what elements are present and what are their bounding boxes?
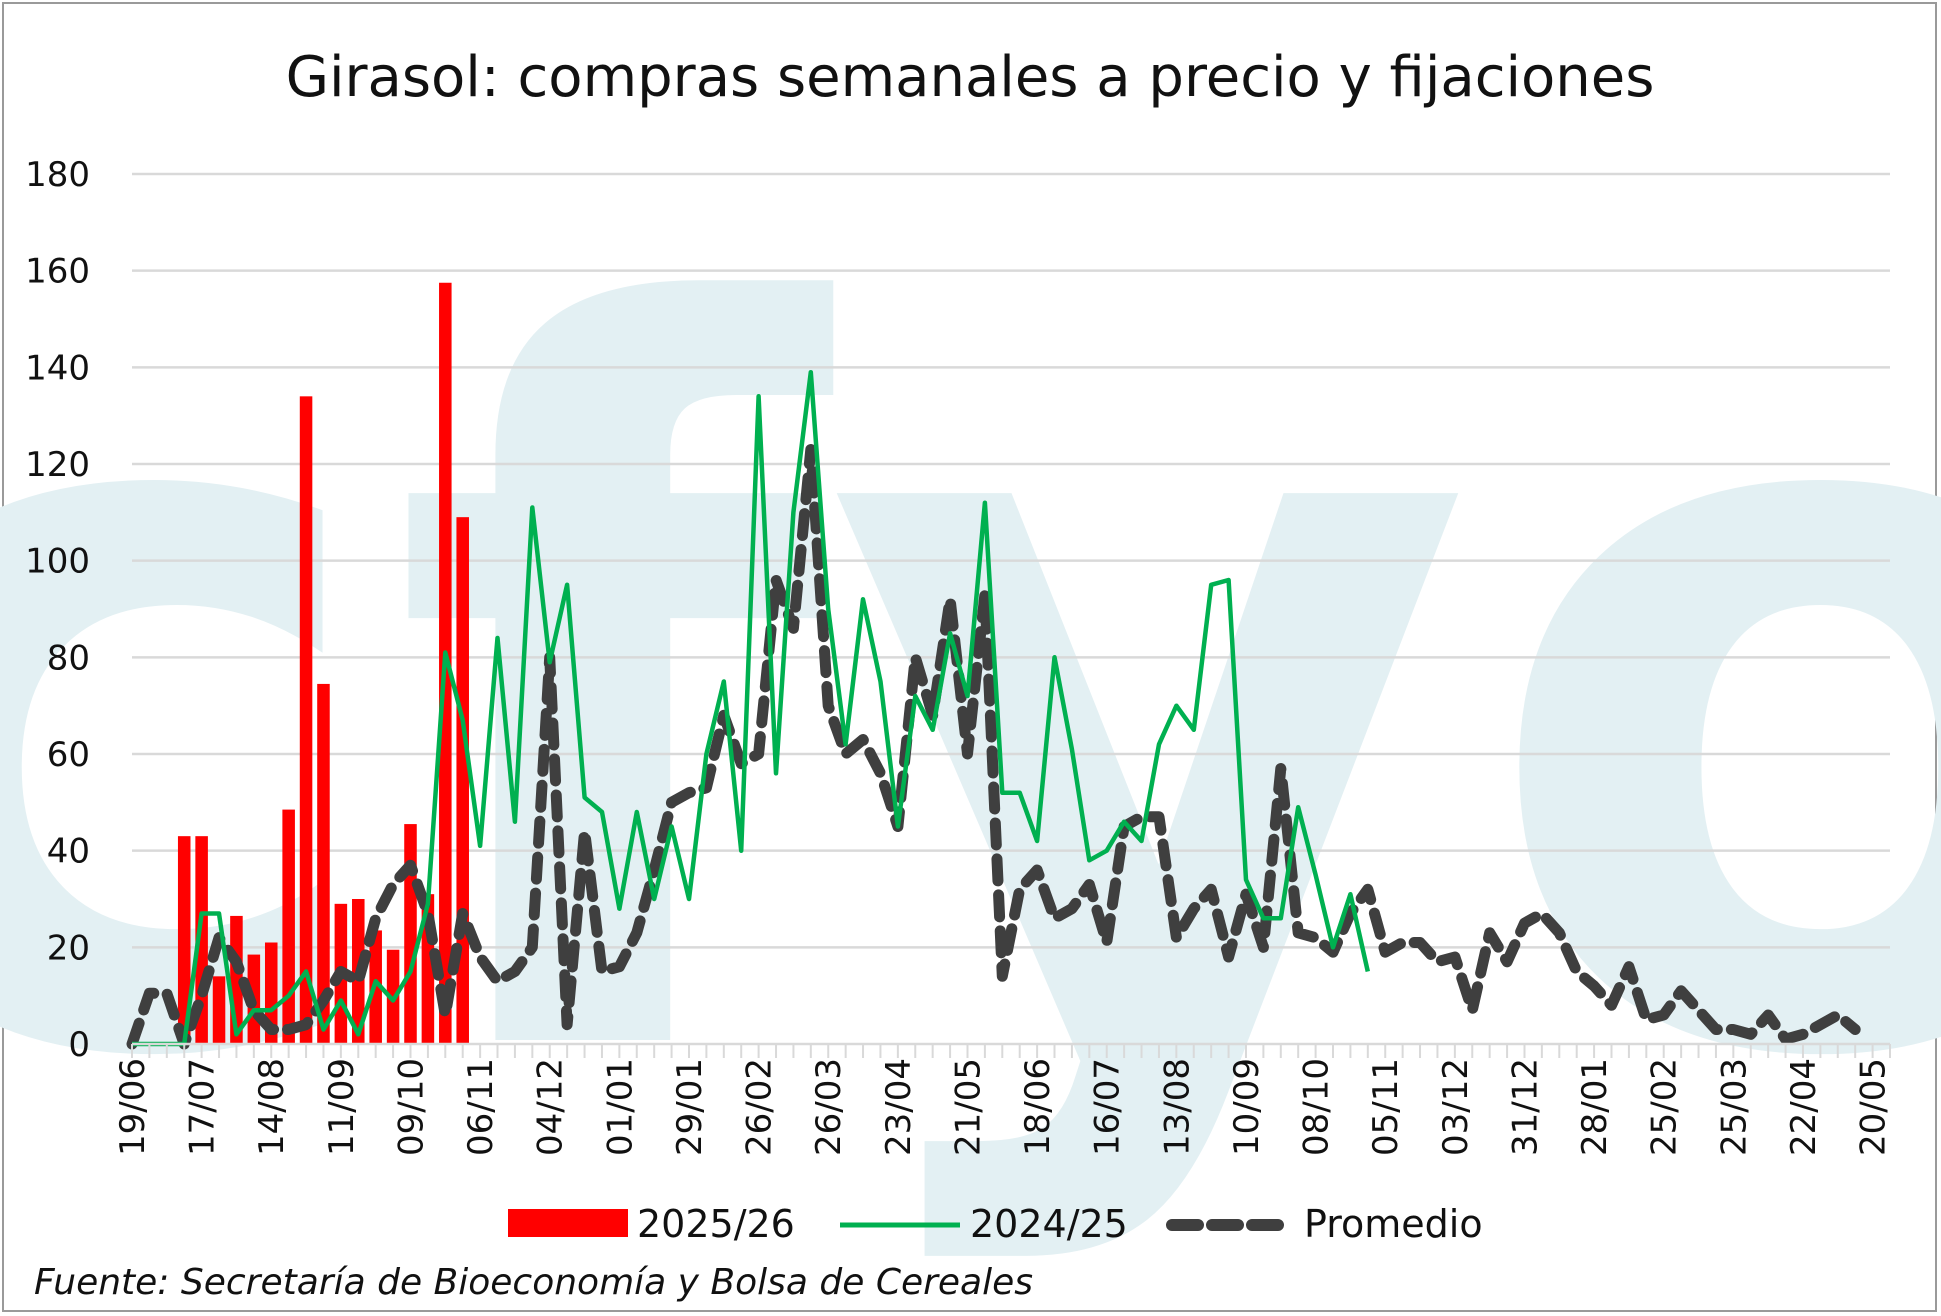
x-tick-label: 17/07 xyxy=(183,1058,223,1156)
line-promedio xyxy=(126,444,1861,1050)
x-tick-label: 03/12 xyxy=(1436,1058,1476,1156)
y-tick-label: 160 xyxy=(25,252,90,292)
y-tick-label: 40 xyxy=(47,832,90,872)
legend-label-2024: 2024/25 xyxy=(970,1202,1128,1246)
legend: 2025/26 2024/25 Promedio xyxy=(508,1202,1483,1246)
x-tick-label: 22/04 xyxy=(1784,1058,1824,1156)
x-tick-label: 16/07 xyxy=(1088,1058,1128,1156)
x-axis xyxy=(131,1042,1891,1058)
x-tick-label: 21/05 xyxy=(948,1058,988,1156)
x-tick-label: 18/06 xyxy=(1018,1058,1058,1156)
x-tick-label: 04/12 xyxy=(531,1058,571,1156)
x-tick-label: 01/01 xyxy=(600,1058,640,1156)
series-lines xyxy=(126,369,1861,1050)
x-tick-label: 09/10 xyxy=(391,1058,431,1156)
x-tick-label: 25/03 xyxy=(1714,1058,1754,1156)
legend-label-2025: 2025/26 xyxy=(637,1202,795,1246)
source-note: Fuente: Secretaría de Bioeconomía y Bols… xyxy=(34,1262,1033,1303)
x-tick-label: 29/01 xyxy=(670,1058,710,1156)
y-tick-label: 80 xyxy=(47,638,90,678)
x-tick-label: 05/11 xyxy=(1366,1058,1406,1156)
x-tick-label: 28/01 xyxy=(1575,1058,1615,1156)
y-axis-ticks: 0 20 40 60 80 100 120 140 160 180 xyxy=(25,155,90,1065)
y-tick-label: 60 xyxy=(47,735,90,775)
x-tick-label: 31/12 xyxy=(1505,1058,1545,1156)
gridlines xyxy=(132,172,1890,949)
x-tick-label: 26/02 xyxy=(740,1058,780,1156)
x-tick-label: 20/05 xyxy=(1854,1058,1894,1156)
x-tick-label: 10/09 xyxy=(1227,1058,1267,1156)
x-tick-label: 26/03 xyxy=(809,1058,849,1156)
bar-2025 xyxy=(177,836,191,1044)
bar-2025 xyxy=(282,809,295,1044)
x-tick-label: 11/09 xyxy=(322,1058,362,1156)
x-tick-label: 13/08 xyxy=(1157,1058,1197,1156)
x-tick-label: 14/08 xyxy=(252,1058,292,1156)
y-tick-label: 180 xyxy=(25,155,90,195)
y-tick-label: 20 xyxy=(47,928,90,968)
bar-2025 xyxy=(404,824,417,1044)
bar-2025 xyxy=(317,683,330,1044)
x-tick-label: 19/06 xyxy=(113,1058,153,1156)
x-tick-label: 23/04 xyxy=(879,1058,919,1156)
y-tick-label: 120 xyxy=(25,445,90,485)
x-tick-label: 25/02 xyxy=(1645,1058,1685,1156)
line-2024 xyxy=(132,369,1370,1047)
legend-swatch-2025 xyxy=(508,1209,628,1237)
bar-2025 xyxy=(212,976,226,1044)
x-axis-ticks: 19/06 17/07 14/08 11/09 09/10 06/11 04/12 01/01… xyxy=(113,1058,1894,1156)
chart-title: Girasol: compras semanales a precio y fi… xyxy=(286,45,1655,110)
bar-2025 xyxy=(299,396,313,1044)
legend-label-promedio: Promedio xyxy=(1304,1202,1483,1246)
y-tick-label: 140 xyxy=(25,348,90,388)
y-tick-label: 100 xyxy=(25,542,90,582)
y-tick-label: 0 xyxy=(68,1025,90,1065)
x-tick-label: 08/10 xyxy=(1297,1058,1337,1156)
x-tick-label: 06/11 xyxy=(461,1058,501,1156)
